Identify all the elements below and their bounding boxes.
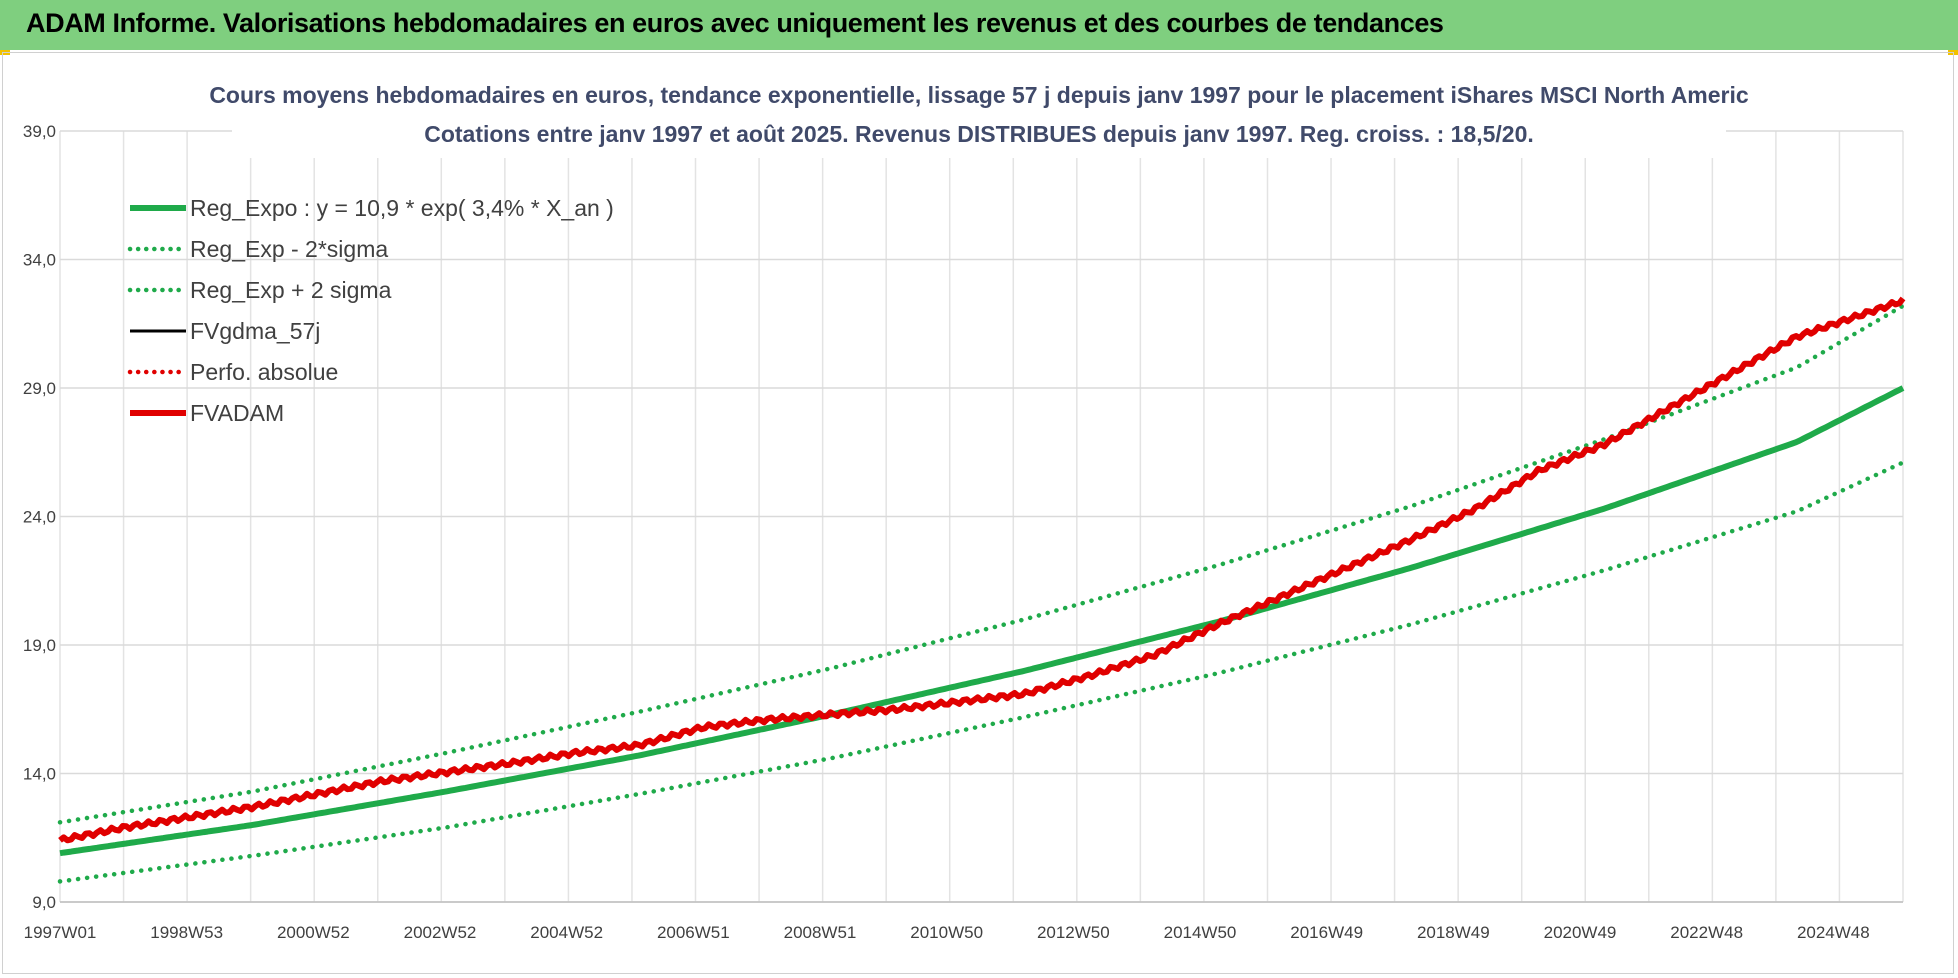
legend-label: FVgdma_57j (190, 318, 320, 344)
x-tick-label: 2014W50 (1164, 923, 1237, 942)
series-line (57, 460, 1906, 884)
legend-label: FVADAM (190, 400, 284, 426)
series-line (58, 296, 1906, 844)
series-line (59, 385, 1905, 857)
x-tick-label: 2010W50 (910, 923, 983, 942)
y-tick-label: 14,0 (23, 765, 56, 784)
y-tick-label: 34,0 (23, 251, 56, 270)
chart-title: Cours moyens hebdomadaires en euros, ten… (209, 82, 1749, 108)
x-tick-label: 2022W48 (1670, 923, 1743, 942)
y-axis: 9,0 14,0 19,0 24,0 29,0 34,0 39,0 (23, 122, 56, 912)
x-axis: 1997W01 1998W53 2000W52 2002W52 2004W52 2006W… (24, 901, 1903, 942)
y-tick-label: 19,0 (23, 636, 56, 655)
legend-label: Perfo. absolue (190, 359, 338, 385)
legend-label: Reg_Exp - 2*sigma (190, 236, 388, 262)
x-tick-label: 2008W51 (784, 923, 857, 942)
x-tick-label: 2020W49 (1544, 923, 1617, 942)
x-tick-label: 2012W50 (1037, 923, 1110, 942)
legend-label: Reg_Expo : y = 10,9 * exp( 3,4% * X_an ) (190, 195, 614, 221)
x-tick-label: 2018W49 (1417, 923, 1490, 942)
x-tick-label: 2000W52 (277, 923, 350, 942)
y-tick-label: 39,0 (23, 122, 56, 141)
y-tick-label: 24,0 (23, 508, 56, 527)
banner-title: ADAM Informe. Valorisations hebdomadaire… (26, 8, 1444, 38)
series-lines (57, 296, 1906, 884)
title-background (232, 78, 1726, 158)
y-tick-label: 9,0 (32, 893, 56, 912)
x-tick-label: 2016W49 (1290, 923, 1363, 942)
header-banner: ADAM Informe. Valorisations hebdomadaire… (0, 0, 1958, 50)
x-tick-label: 2006W51 (657, 923, 730, 942)
x-tick-label: 2004W52 (530, 923, 603, 942)
x-tick-label: 2024W48 (1797, 923, 1870, 942)
chart-subtitle: Cotations entre janv 1997 et août 2025. … (424, 121, 1534, 147)
legend: Reg_Expo : y = 10,9 * exp( 3,4% * X_an )… (127, 195, 614, 426)
x-tick-label: 1997W01 (24, 923, 97, 942)
legend-label: Reg_Exp + 2 sigma (190, 277, 392, 303)
y-tick-label: 29,0 (23, 379, 56, 398)
x-tick-label: 2002W52 (404, 923, 477, 942)
chart-frame (2, 52, 1954, 974)
series-line (57, 303, 1906, 825)
x-tick-label: 1998W53 (150, 923, 223, 942)
